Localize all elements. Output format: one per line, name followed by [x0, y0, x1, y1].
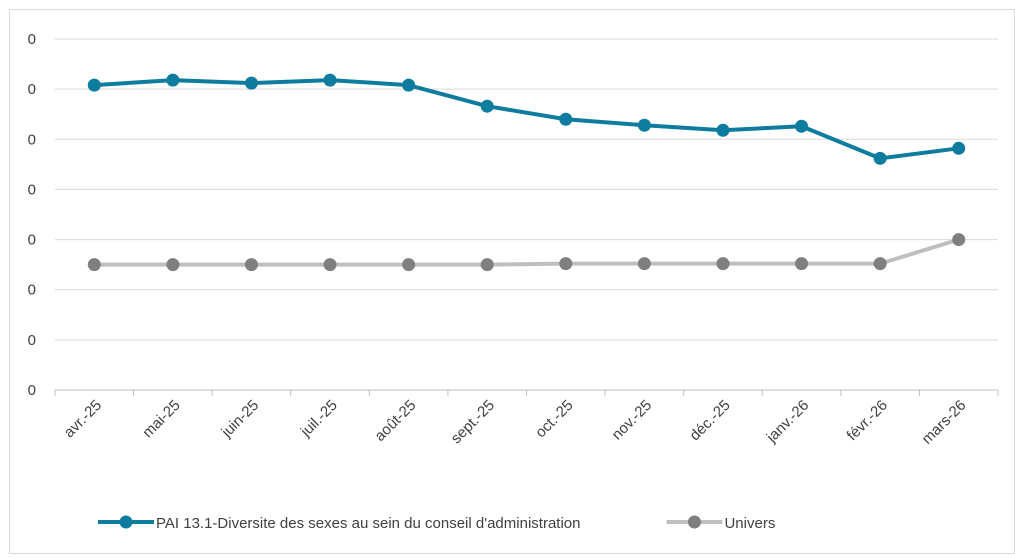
legend-label: Univers	[724, 515, 775, 532]
point	[795, 257, 809, 271]
point	[166, 258, 180, 272]
point	[716, 123, 730, 137]
point	[402, 258, 416, 272]
legend-marker	[687, 515, 701, 529]
series-line	[94, 237, 960, 267]
series-line	[94, 78, 959, 161]
y-tick-label: 0	[28, 31, 36, 48]
point	[480, 258, 494, 272]
y-tick-label: 0	[28, 131, 36, 148]
point	[244, 258, 258, 272]
point	[87, 78, 101, 92]
point	[559, 112, 573, 126]
legend-marker	[119, 515, 133, 529]
y-tick-label: 0	[28, 232, 36, 249]
y-tick-label: 0	[28, 382, 36, 399]
legend-label: PAI 13.1-Diversite des sexes au sein du …	[156, 515, 580, 532]
point	[323, 73, 337, 87]
y-tick-label: 0	[28, 81, 36, 98]
point	[323, 258, 337, 272]
point	[166, 73, 180, 87]
point	[716, 257, 730, 271]
chart-border	[9, 9, 1015, 554]
point	[952, 141, 966, 155]
point	[244, 76, 258, 90]
point	[480, 99, 494, 113]
point	[952, 233, 966, 247]
y-tick-label: 0	[28, 332, 36, 349]
point	[873, 151, 887, 165]
point	[795, 119, 809, 133]
point	[87, 258, 101, 272]
point	[637, 257, 651, 271]
y-tick-label: 0	[28, 282, 36, 299]
point	[559, 257, 573, 271]
y-tick-label: 0	[28, 181, 36, 198]
point	[402, 78, 416, 92]
point	[637, 118, 651, 132]
point	[873, 257, 887, 271]
